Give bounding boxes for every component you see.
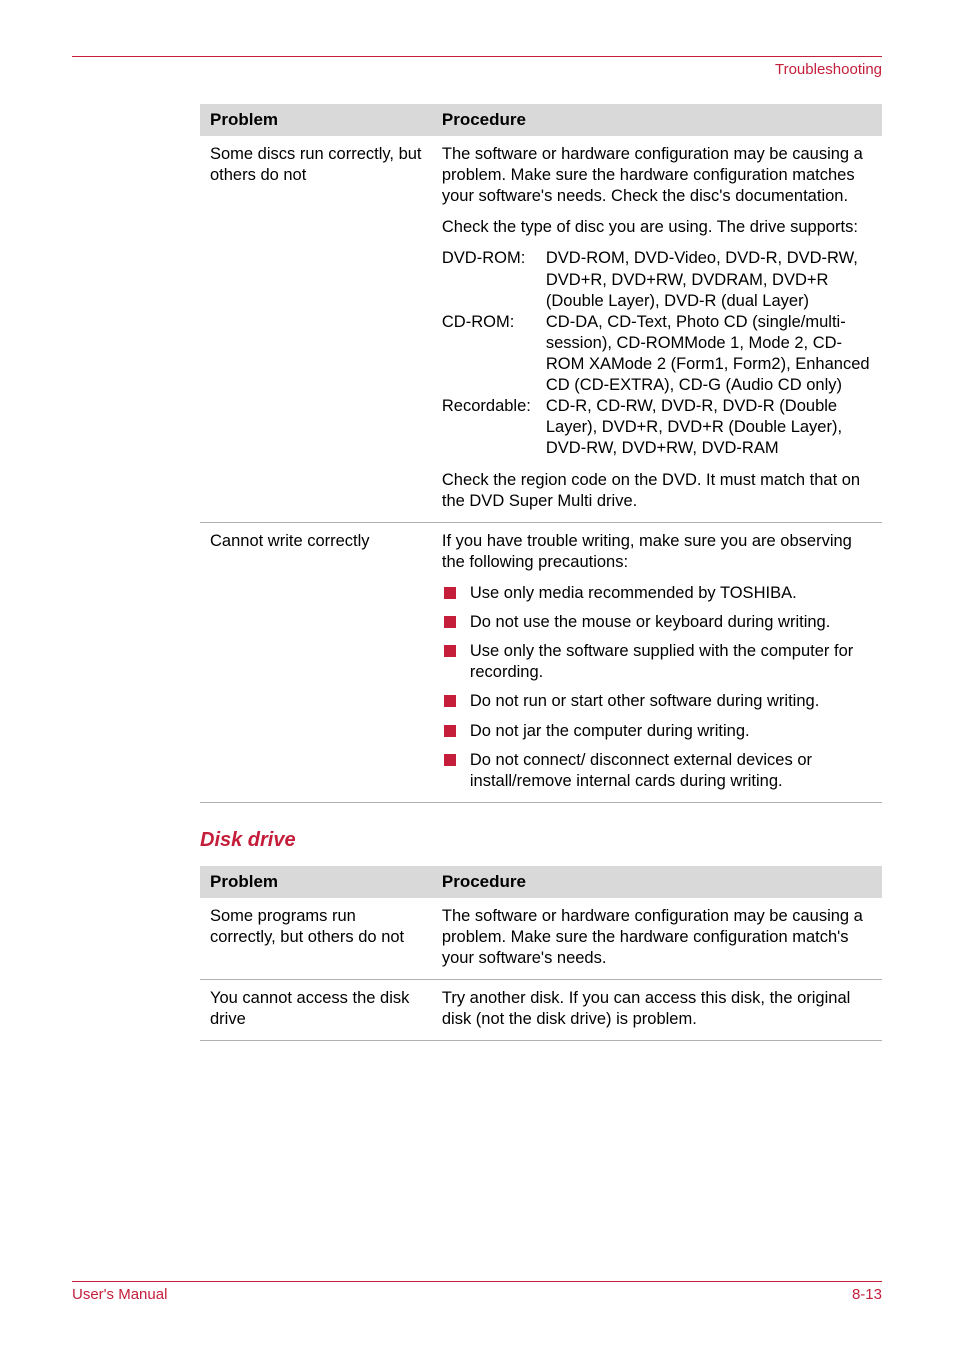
col-header-procedure: Procedure (432, 866, 882, 898)
list-item: Do not jar the computer during writing. (442, 721, 872, 742)
table-row: Some programs run correctly, but others … (200, 898, 432, 980)
procedure-text: The software or hardware configuration m… (442, 144, 872, 207)
list-item: Use only the software supplied with the … (442, 641, 872, 683)
table-row: The software or hardware configuration m… (432, 898, 882, 980)
table-row: If you have trouble writing, make sure y… (432, 522, 882, 802)
list-item: Do not use the mouse or keyboard during … (442, 612, 872, 633)
def-key: DVD-ROM: (442, 248, 540, 311)
footer-divider (72, 1281, 882, 1282)
troubleshoot-table-1: Problem Procedure Some discs run correct… (200, 104, 882, 803)
list-item-text: Use only media recommended by TOSHIBA. (470, 584, 797, 602)
def-key: Recordable: (442, 396, 540, 459)
def-key: CD-ROM: (442, 312, 540, 396)
col-header-problem: Problem (200, 104, 432, 136)
header-section-title: Troubleshooting (72, 61, 882, 78)
header-divider (72, 56, 882, 57)
col-header-problem: Problem (200, 866, 432, 898)
list-item-text: Do not use the mouse or keyboard during … (470, 613, 830, 631)
procedure-text: Check the type of disc you are using. Th… (442, 217, 872, 238)
definition-list: DVD-ROM: DVD-ROM, DVD-Video, DVD-R, DVD-… (442, 248, 872, 459)
footer-page-number: 8-13 (852, 1286, 882, 1303)
col-header-procedure: Procedure (432, 104, 882, 136)
def-val: CD-R, CD-RW, DVD-R, DVD-R (Double Layer)… (546, 396, 872, 459)
section-heading-disk-drive: Disk drive (200, 829, 882, 852)
list-item: Use only media recommended by TOSHIBA. (442, 583, 872, 604)
procedure-text: Check the region code on the DVD. It mus… (442, 470, 872, 512)
list-item-text: Do not jar the computer during writing. (470, 722, 750, 740)
table-row: You cannot access the disk drive (200, 980, 432, 1041)
table-row: Some discs run correctly, but others do … (200, 136, 432, 522)
list-item-text: Do not connect/ disconnect external devi… (470, 751, 812, 790)
list-item-text: Do not run or start other software durin… (470, 692, 819, 710)
square-bullet-icon (444, 725, 456, 737)
bullet-list: Use only media recommended by TOSHIBA. D… (442, 583, 872, 792)
list-item: Do not run or start other software durin… (442, 691, 872, 712)
table-row: Try another disk. If you can access this… (432, 980, 882, 1041)
square-bullet-icon (444, 587, 456, 599)
table-row: Cannot write correctly (200, 522, 432, 802)
procedure-text: If you have trouble writing, make sure y… (442, 531, 872, 573)
list-item: Do not connect/ disconnect external devi… (442, 750, 872, 792)
square-bullet-icon (444, 645, 456, 657)
footer-manual-label: User's Manual (72, 1286, 167, 1303)
table-row: The software or hardware configuration m… (432, 136, 882, 522)
square-bullet-icon (444, 695, 456, 707)
troubleshoot-table-2: Problem Procedure Some programs run corr… (200, 866, 882, 1042)
def-val: DVD-ROM, DVD-Video, DVD-R, DVD-RW, DVD+R… (546, 248, 872, 311)
def-val: CD-DA, CD-Text, Photo CD (single/multi-s… (546, 312, 872, 396)
square-bullet-icon (444, 754, 456, 766)
square-bullet-icon (444, 616, 456, 628)
list-item-text: Use only the software supplied with the … (470, 642, 853, 681)
